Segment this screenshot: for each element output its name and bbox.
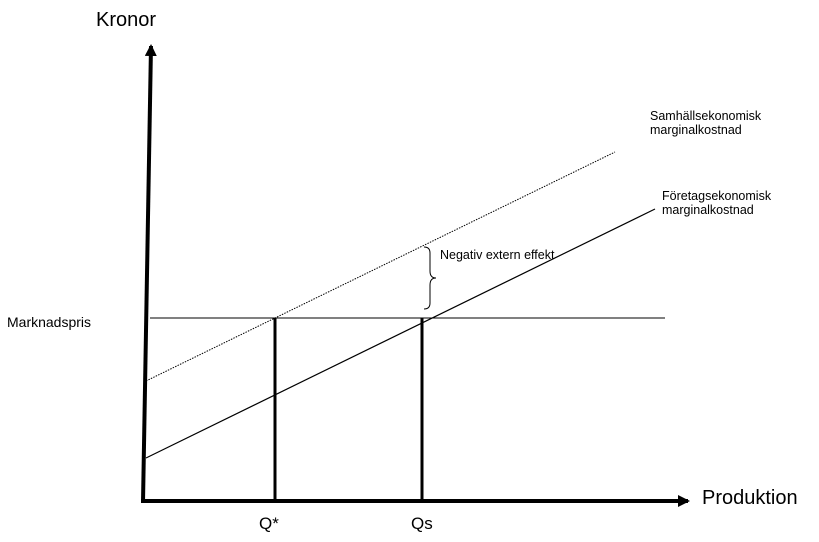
private-cost-label-line2: marginalkostnad (662, 203, 754, 218)
market-price-label: Marknadspris (7, 314, 92, 330)
private-marginal-cost-line (145, 208, 656, 459)
social-cost-label-line2: marginalkostnad (650, 123, 742, 138)
private-cost-label-line1: Företagsekonomisk (662, 189, 772, 203)
social-marginal-cost-line (145, 151, 616, 382)
x-axis-label: Produktion (702, 487, 798, 509)
y-axis-label: Kronor (96, 9, 157, 31)
externality-brace (423, 246, 437, 310)
externality-label: Negativ extern effekt (440, 248, 555, 262)
q-star-label: Q* (259, 514, 279, 533)
social-cost-label-line1: Samhällsekonomisk (650, 109, 762, 123)
y-axis (141, 44, 157, 503)
social-cost-label: Samhällsekonomisk marginalkostnad (650, 109, 761, 138)
qs-label: Qs (411, 514, 433, 533)
private-cost-label: Företagsekonomisk marginalkostnad (662, 189, 771, 218)
